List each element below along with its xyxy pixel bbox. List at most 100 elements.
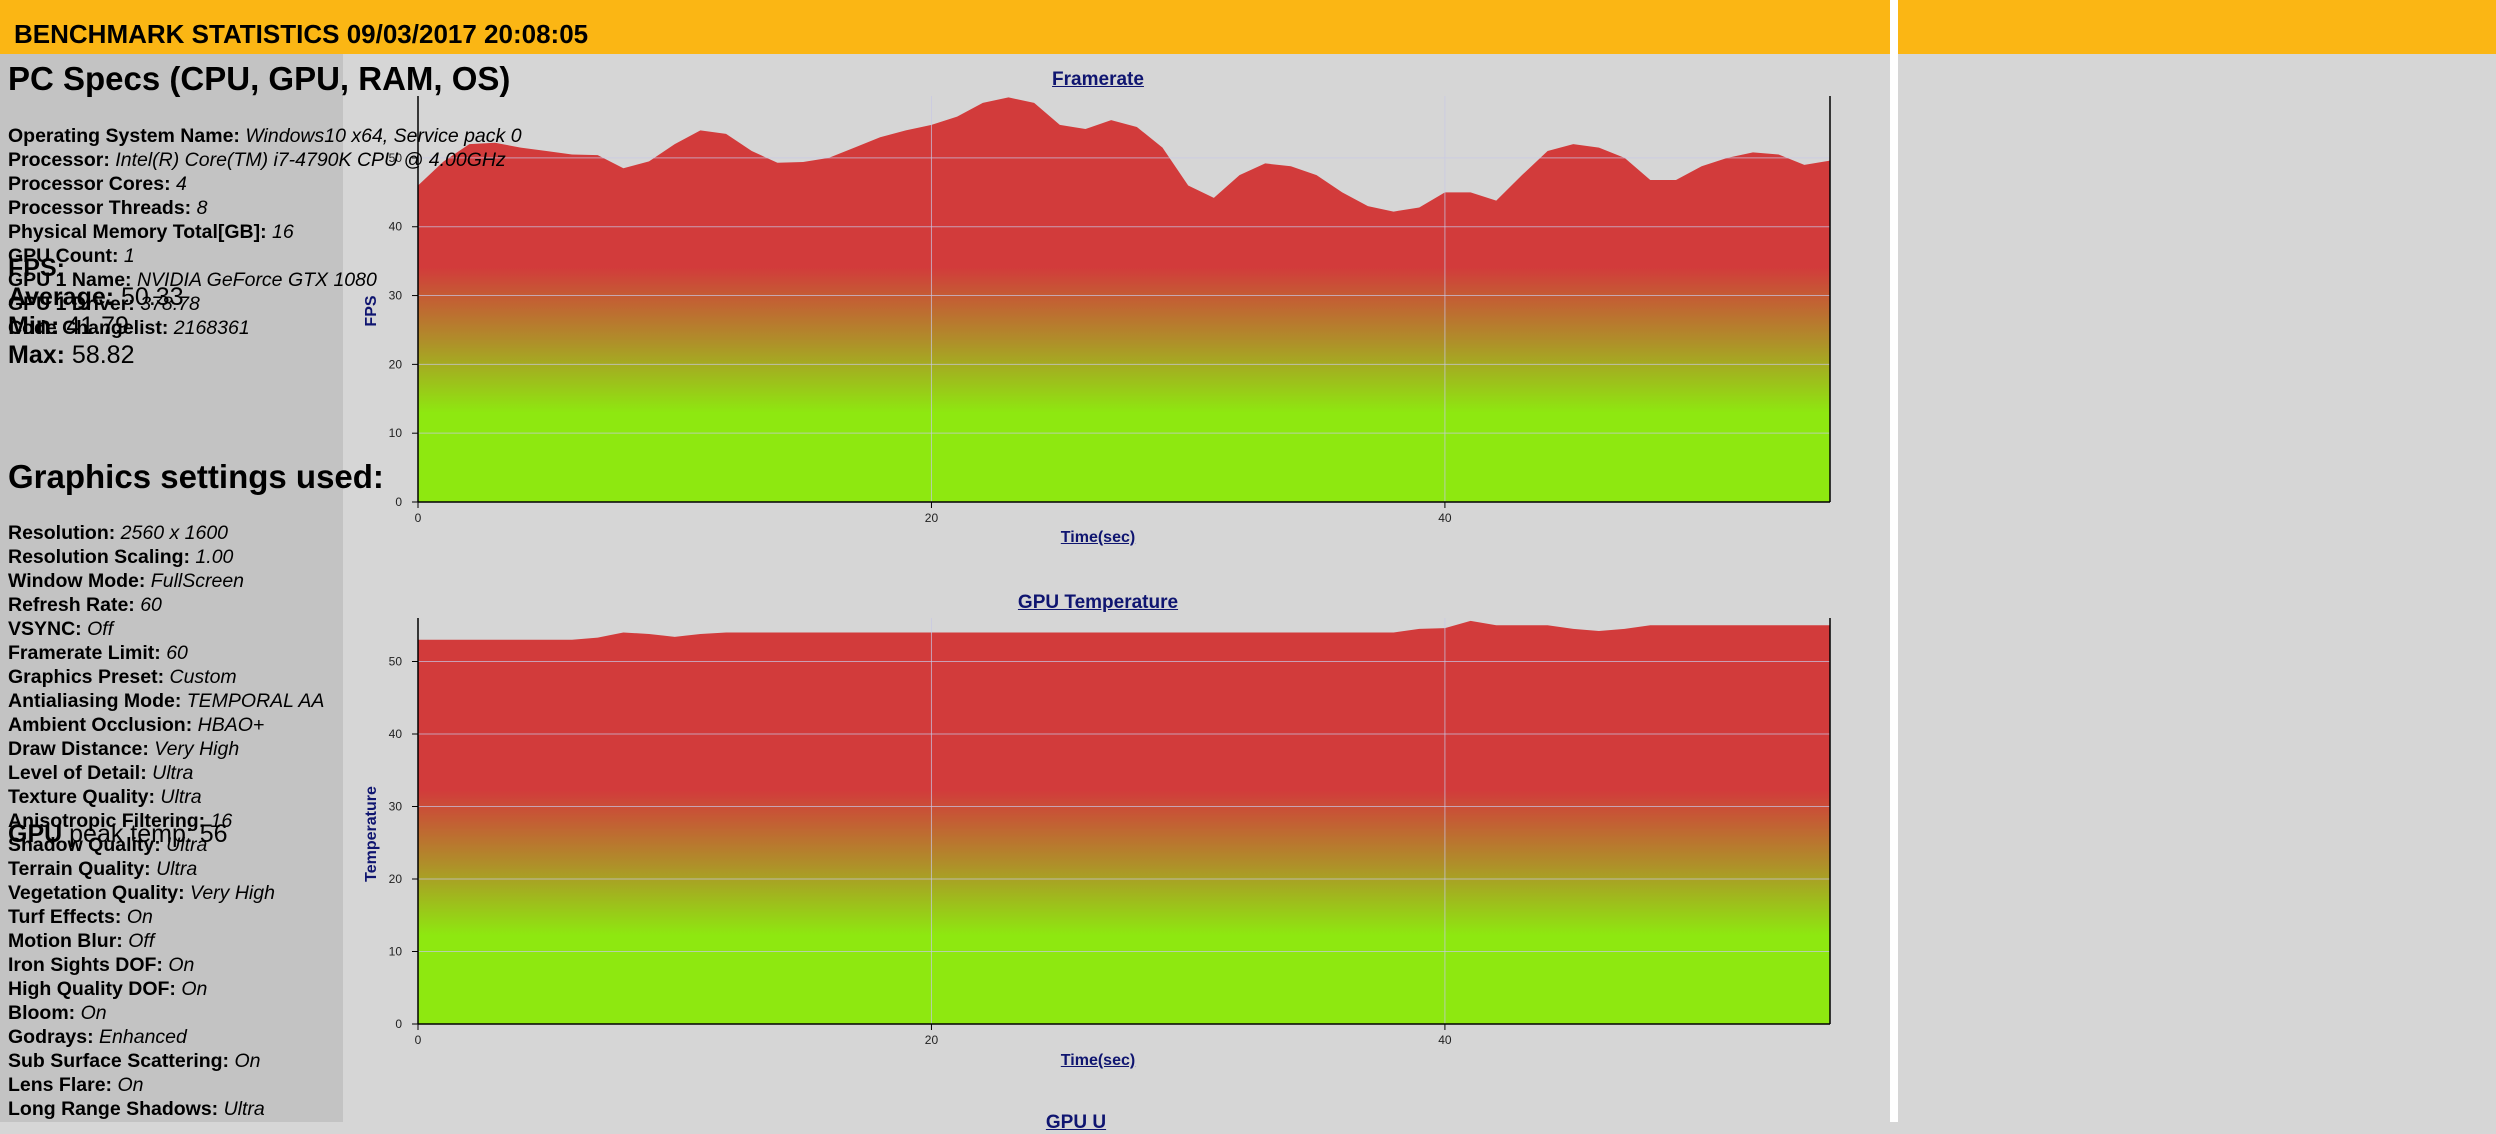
graphics-setting-item: Graphics Preset: Custom xyxy=(8,665,237,689)
graphics-setting-item: Resolution: 2560 x 1600 xyxy=(8,521,228,545)
pc-spec-label: Processor Cores: xyxy=(8,173,171,195)
graphics-setting-item: Anisotropic Filtering: 16 xyxy=(8,809,232,833)
graphics-setting-label: Framerate Limit: xyxy=(8,642,161,664)
y-tick-label: 0 xyxy=(395,1017,402,1031)
graphics-setting-label: Terrain Quality: xyxy=(8,858,151,880)
graphics-setting-value: Enhanced xyxy=(93,1026,187,1048)
y-tick-label: 0 xyxy=(395,495,402,509)
fps-max-value: 58.82 xyxy=(71,341,135,369)
graphics-setting-label: Turf Effects: xyxy=(8,906,122,928)
stats-column xyxy=(0,54,343,1122)
pc-spec-value: 1 xyxy=(118,245,135,267)
graphics-setting-item: Long Range Shadows: Ultra xyxy=(8,1097,265,1121)
y-tick-label: 50 xyxy=(389,655,403,669)
pc-spec-value: 2168361 xyxy=(168,317,250,339)
graphics-setting-item: Bloom: On xyxy=(8,1001,107,1025)
graphics-setting-item: Refresh Rate: 60 xyxy=(8,593,162,617)
graphics-setting-label: Draw Distance: xyxy=(8,738,149,760)
pc-spec-value: 4 xyxy=(170,173,187,195)
gpu-temp-y-axis-label: Temperature xyxy=(363,786,380,882)
area-series xyxy=(418,97,1830,502)
graphics-setting-label: Resolution: xyxy=(8,522,116,544)
graphics-setting-value: 2560 x 1600 xyxy=(115,522,229,544)
pc-spec-label: GPU Count: xyxy=(8,245,119,267)
graphics-setting-value: 60 xyxy=(134,594,162,616)
x-tick-label: 20 xyxy=(925,1033,939,1047)
graphics-setting-item: Resolution Scaling: 1.00 xyxy=(8,545,233,569)
graphics-setting-item: Level of Detail: Ultra xyxy=(8,761,193,785)
x-tick-label: 40 xyxy=(1438,1033,1452,1047)
area-series xyxy=(418,620,1830,1024)
y-tick-label: 50 xyxy=(389,151,403,165)
header-bar-right xyxy=(1898,0,2496,54)
framerate-x-axis-label: Time(sec) xyxy=(1060,529,1136,546)
pc-spec-value: 16 xyxy=(266,221,294,243)
y-tick-label: 10 xyxy=(389,945,403,959)
graphics-setting-label: Refresh Rate: xyxy=(8,594,135,616)
graphics-setting-label: Vegetation Quality: xyxy=(8,882,185,904)
pc-spec-label: Operating System Name: xyxy=(8,125,240,147)
y-tick-label: 40 xyxy=(389,220,403,234)
graphics-setting-item: VSYNC: Off xyxy=(8,617,113,641)
graphics-setting-value: HBAO+ xyxy=(192,714,265,736)
graphics-setting-value: 1.00 xyxy=(190,546,234,568)
pc-spec-value: 378.78 xyxy=(134,293,200,315)
fps-max: Max: 58.82 xyxy=(8,341,135,369)
pc-spec-label: Physical Memory Total[GB]: xyxy=(8,221,267,243)
graphics-setting-label: Long Range Shadows: xyxy=(8,1098,219,1120)
graphics-setting-value: Custom xyxy=(164,666,237,688)
graphics-setting-value: Ultra xyxy=(150,858,198,880)
graphics-setting-label: Shadow Quality: xyxy=(8,834,161,856)
graphics-setting-value: Ultra xyxy=(146,762,194,784)
y-tick-label: 20 xyxy=(389,357,403,371)
graphics-setting-label: Ambient Occlusion: xyxy=(8,714,193,736)
x-tick-label: 40 xyxy=(1438,511,1452,525)
framerate-y-axis-label: FPS xyxy=(363,295,380,327)
graphics-setting-item: High Quality DOF: On xyxy=(8,977,207,1001)
graphics-setting-value: Ultra xyxy=(218,1098,265,1120)
graphics-setting-label: VSYNC: xyxy=(8,618,82,640)
pc-spec-label: Processor: xyxy=(8,149,110,171)
fps-min-value: 41.79 xyxy=(66,312,129,340)
pc-spec-item: Code Changelist: 2168361 xyxy=(8,316,250,340)
pc-spec-item: Operating System Name: Windows10 x64, Se… xyxy=(8,124,522,148)
graphics-setting-item: Iron Sights DOF: On xyxy=(8,953,194,977)
gpu-peak-temp-value: 56 xyxy=(199,820,228,848)
graphics-settings-heading: Graphics settings used: xyxy=(8,458,384,495)
gpu-temp-x-axis-label: Time(sec) xyxy=(1060,1052,1136,1069)
graphics-setting-value: Off xyxy=(81,618,114,640)
graphics-setting-value: Very High xyxy=(184,882,275,904)
y-tick-label: 10 xyxy=(389,426,403,440)
graphics-setting-item: Sub Surface Scattering: On xyxy=(8,1049,261,1073)
pc-spec-value: 8 xyxy=(191,197,208,219)
graphics-setting-value: On xyxy=(175,978,208,1000)
graphics-setting-value: FullScreen xyxy=(145,570,245,592)
graphics-setting-label: High Quality DOF: xyxy=(8,978,176,1000)
framerate-chart-title: Framerate xyxy=(1052,69,1144,90)
graphics-setting-item: Texture Quality: Ultra xyxy=(8,785,202,809)
graphics-setting-value: On xyxy=(121,906,153,928)
pc-spec-value: NVIDIA GeForce GTX 1080 xyxy=(131,269,377,291)
graphics-setting-label: Anisotropic Filtering: xyxy=(8,810,206,832)
page-title: BENCHMARK STATISTICS 09/03/2017 20:08:05 xyxy=(14,19,589,49)
column-divider xyxy=(1890,0,1898,1122)
graphics-setting-label: Antialiasing Mode: xyxy=(8,690,182,712)
graphics-setting-value: On xyxy=(112,1074,144,1096)
pc-spec-label: Processor Threads: xyxy=(8,197,192,219)
graphics-setting-label: Godrays: xyxy=(8,1026,94,1048)
y-tick-label: 40 xyxy=(389,727,403,741)
pc-spec-item: GPU 1 Driver: 378.78 xyxy=(8,292,200,316)
graphics-setting-label: Level of Detail: xyxy=(8,762,147,784)
graphics-setting-item: Turf Effects: On xyxy=(8,905,153,929)
graphics-setting-label: Resolution Scaling: xyxy=(8,546,191,568)
graphics-setting-value: 16 xyxy=(205,810,233,832)
graphics-setting-value: Very High xyxy=(148,738,240,760)
graphics-setting-label: Iron Sights DOF: xyxy=(8,954,163,976)
gpu-usage-chart-title: GPU U xyxy=(1045,1112,1107,1133)
gpu-temp-chart-title: GPU Temperature xyxy=(1017,592,1179,613)
graphics-setting-item: Window Mode: FullScreen xyxy=(8,569,244,593)
graphics-setting-value: Ultra xyxy=(155,786,202,808)
graphics-setting-value: Ultra xyxy=(160,834,208,856)
graphics-setting-item: Draw Distance: Very High xyxy=(8,737,239,761)
fps-min: Min: 41.79 xyxy=(8,312,129,340)
